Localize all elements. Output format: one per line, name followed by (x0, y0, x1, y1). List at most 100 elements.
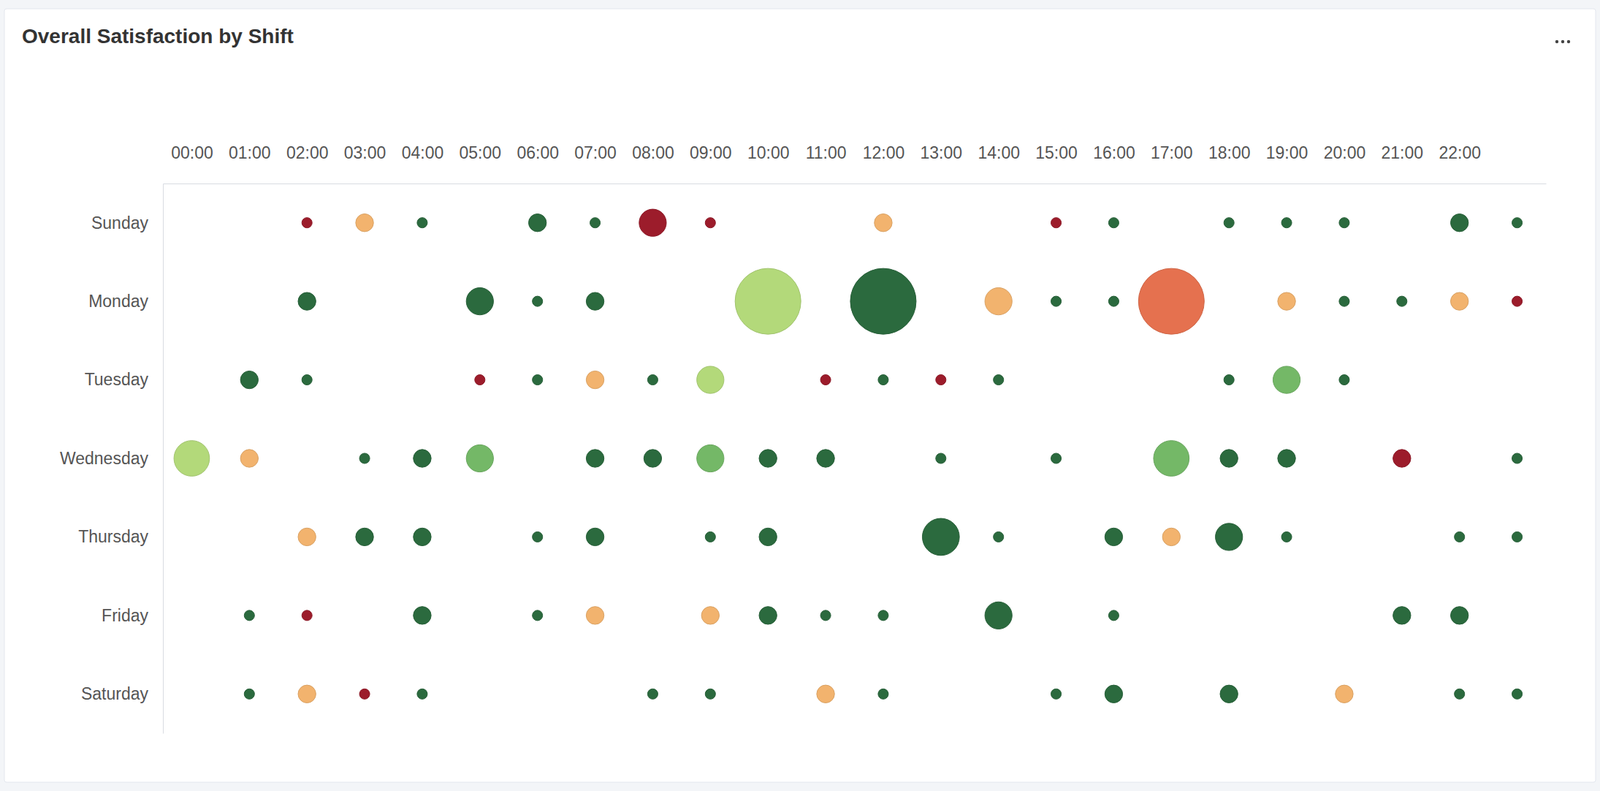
bubble[interactable] (417, 217, 428, 228)
bubble[interactable] (298, 527, 316, 546)
bubble[interactable] (474, 374, 486, 386)
bubble[interactable] (1104, 527, 1123, 546)
bubble[interactable] (696, 366, 725, 394)
bubble[interactable] (705, 688, 716, 699)
bubble[interactable] (301, 610, 312, 621)
bubble[interactable] (874, 214, 893, 232)
bubble[interactable] (1512, 295, 1523, 307)
bubble[interactable] (1108, 217, 1119, 228)
bubble[interactable] (1051, 688, 1062, 699)
bubble[interactable] (878, 374, 889, 386)
menu-button[interactable] (1555, 40, 1571, 44)
bubble[interactable] (1454, 531, 1465, 542)
bubble[interactable] (1512, 688, 1523, 699)
bubble[interactable] (1512, 531, 1523, 542)
bubble[interactable] (1393, 449, 1411, 467)
bubble[interactable] (413, 527, 432, 546)
bubble[interactable] (1277, 449, 1296, 467)
bubble[interactable] (585, 527, 604, 546)
bubble[interactable] (173, 440, 210, 477)
menu-dot[interactable] (1555, 40, 1559, 44)
bubble[interactable] (590, 217, 601, 228)
bubble[interactable] (820, 374, 831, 386)
bubble[interactable] (1281, 531, 1292, 542)
bubble[interactable] (244, 688, 255, 699)
bubble[interactable] (301, 217, 312, 228)
bubble[interactable] (1339, 374, 1350, 386)
bubble[interactable] (816, 449, 835, 467)
bubble[interactable] (759, 527, 777, 546)
bubble[interactable] (647, 374, 658, 386)
bubble[interactable] (585, 292, 604, 310)
bubble[interactable] (1335, 684, 1354, 703)
bubble[interactable] (298, 292, 316, 310)
bubble[interactable] (1220, 684, 1238, 703)
bubble[interactable] (301, 374, 312, 386)
bubble[interactable] (1104, 684, 1123, 703)
bubble[interactable] (759, 449, 777, 467)
bubble[interactable] (585, 606, 604, 624)
bubble[interactable] (359, 452, 370, 464)
bubble[interactable] (1220, 449, 1238, 467)
bubble[interactable] (878, 610, 889, 621)
bubble[interactable] (355, 527, 374, 546)
bubble[interactable] (701, 606, 719, 624)
bubble[interactable] (984, 287, 1012, 315)
bubble[interactable] (1277, 292, 1296, 310)
bubble[interactable] (532, 610, 543, 621)
bubble[interactable] (922, 517, 960, 556)
bubble[interactable] (1051, 452, 1062, 464)
bubble[interactable] (244, 610, 255, 621)
bubble[interactable] (1108, 610, 1119, 621)
bubble[interactable] (585, 370, 604, 388)
bubble[interactable] (240, 449, 258, 467)
bubble[interactable] (298, 684, 316, 703)
bubble[interactable] (466, 444, 494, 472)
bubble[interactable] (413, 449, 432, 467)
bubble[interactable] (850, 268, 917, 334)
bubble[interactable] (1512, 217, 1523, 228)
bubble[interactable] (1108, 295, 1119, 307)
menu-dot[interactable] (1561, 40, 1565, 44)
bubble[interactable] (1339, 217, 1350, 228)
menu-dot[interactable] (1567, 40, 1571, 44)
bubble[interactable] (1138, 268, 1205, 334)
bubble[interactable] (1450, 214, 1469, 232)
bubble[interactable] (413, 606, 432, 624)
bubble[interactable] (1272, 366, 1300, 394)
bubble[interactable] (993, 531, 1004, 542)
bubble[interactable] (984, 601, 1012, 629)
bubble[interactable] (355, 214, 374, 232)
bubble[interactable] (705, 531, 716, 542)
bubble[interactable] (1450, 606, 1469, 624)
bubble[interactable] (705, 217, 716, 228)
bubble[interactable] (993, 374, 1004, 386)
bubble[interactable] (528, 214, 547, 232)
bubble[interactable] (240, 370, 258, 388)
bubble[interactable] (759, 606, 777, 624)
bubble[interactable] (696, 444, 725, 472)
bubble[interactable] (1339, 295, 1350, 307)
bubble[interactable] (1223, 374, 1234, 386)
bubble[interactable] (1051, 217, 1062, 228)
bubble[interactable] (820, 610, 831, 621)
bubble[interactable] (647, 688, 658, 699)
bubble[interactable] (585, 449, 604, 467)
bubble[interactable] (532, 374, 543, 386)
bubble[interactable] (1223, 217, 1234, 228)
bubble[interactable] (1051, 295, 1062, 307)
bubble[interactable] (816, 684, 835, 703)
bubble[interactable] (359, 688, 370, 699)
bubble[interactable] (935, 452, 947, 464)
bubble[interactable] (935, 374, 947, 386)
bubble[interactable] (532, 531, 543, 542)
bubble[interactable] (417, 688, 428, 699)
bubble[interactable] (1450, 292, 1469, 310)
bubble[interactable] (1162, 527, 1180, 546)
bubble[interactable] (734, 268, 801, 334)
bubble[interactable] (1396, 295, 1408, 307)
bubble[interactable] (1454, 688, 1465, 699)
bubble[interactable] (878, 688, 889, 699)
bubble[interactable] (1215, 523, 1243, 551)
bubble[interactable] (1512, 452, 1523, 464)
